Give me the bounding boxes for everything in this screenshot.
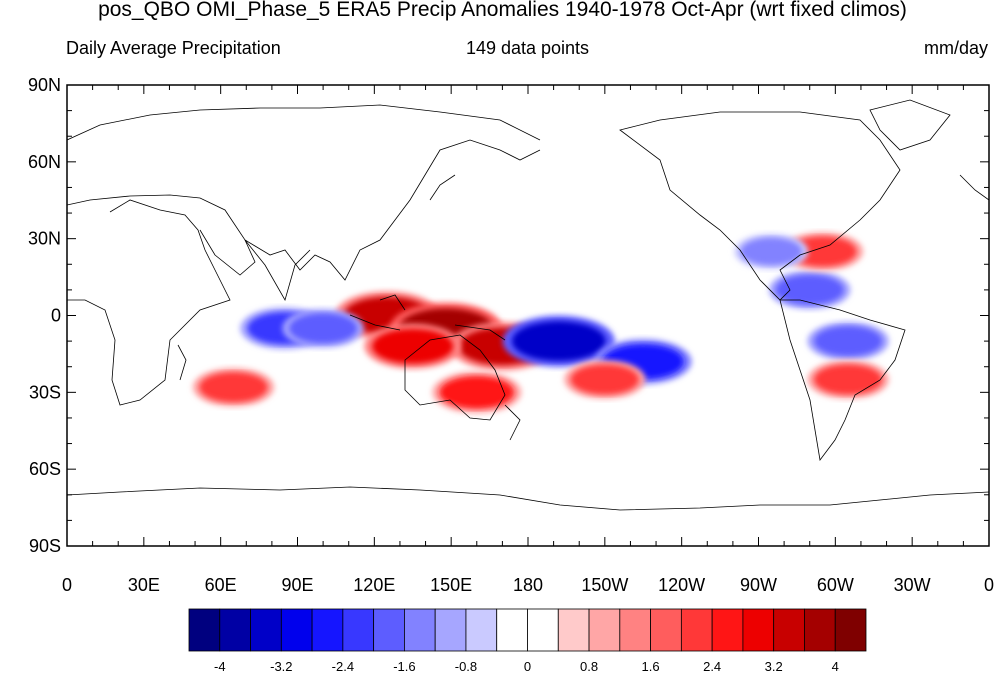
colorbar-box — [250, 608, 282, 652]
lon-label: 0 — [62, 575, 72, 595]
colorbar-box — [650, 608, 682, 652]
lon-label: 30E — [128, 575, 160, 595]
units-label: mm/day — [923, 38, 988, 58]
colorbar-box — [557, 608, 590, 652]
lat-label: 60N — [28, 152, 61, 172]
colorbar-box — [711, 608, 744, 652]
anomaly-core — [814, 326, 883, 357]
colorbar-box — [188, 608, 221, 652]
colorbar-label: 4 — [832, 659, 839, 674]
colorbar-box — [311, 608, 344, 652]
longitude-labels: 0 30E 60E 90E 120E 150E 180 150W 120W 90W 60W 30W 0 — [62, 575, 994, 595]
lon-label: 120E — [353, 575, 395, 595]
map-ticks — [66, 84, 990, 547]
anomaly-field — [192, 231, 889, 414]
colorbar-labels: -4 -3.2 -2.4 -1.6 -0.8 0 0.8 1.6 2.4 3.2 4 — [214, 659, 839, 674]
coastlines — [67, 99, 989, 511]
plot-title: pos_QBO OMI_Phase_5 ERA5 Precip Anomalie… — [98, 0, 907, 21]
center-string: 149 data points — [465, 38, 590, 58]
colorbar-box — [434, 608, 467, 652]
colorbar-box — [280, 608, 313, 652]
anomaly-core — [199, 372, 268, 403]
lat-label: 90S — [29, 536, 61, 556]
lon-label: 150W — [581, 575, 628, 595]
colorbar-box — [588, 608, 621, 652]
lat-label: 0 — [51, 306, 61, 326]
anomaly-core — [775, 274, 844, 305]
lat-label: 30N — [28, 229, 61, 249]
left-string: Daily Average Precipitation — [66, 38, 281, 58]
colorbar-box — [680, 608, 713, 652]
colorbar-box — [742, 608, 775, 652]
colorbar-box — [342, 608, 375, 652]
anomaly-core — [570, 364, 639, 395]
colorbar-box — [496, 608, 528, 652]
lat-label: 60S — [29, 459, 61, 479]
colorbar-label: -3.2 — [270, 659, 292, 674]
colorbar-label: 0 — [524, 659, 531, 674]
lon-label: 60E — [205, 575, 237, 595]
lon-label: 60W — [817, 575, 854, 595]
lon-label: 180 — [513, 575, 543, 595]
colorbar-label: -1.6 — [393, 659, 415, 674]
colorbar-label: -4 — [214, 659, 226, 674]
anomaly-core — [814, 364, 883, 395]
anomaly-core — [289, 313, 358, 344]
anomaly-core — [788, 236, 857, 267]
map-background — [67, 85, 989, 546]
colorbar-label: 3.2 — [765, 659, 783, 674]
colorbar-box — [219, 608, 251, 652]
colorbar-box — [527, 608, 559, 652]
colorbar-label: 1.6 — [642, 659, 660, 674]
colorbar-label: 0.8 — [580, 659, 598, 674]
colorbar — [188, 608, 867, 652]
colorbar-box — [773, 608, 805, 652]
lon-label: 30W — [894, 575, 931, 595]
lon-label: 150E — [430, 575, 472, 595]
lon-label: 120W — [658, 575, 705, 595]
colorbar-label: -2.4 — [332, 659, 354, 674]
lon-label: 90W — [740, 575, 777, 595]
colorbar-label: -0.8 — [455, 659, 477, 674]
lat-label: 90N — [28, 75, 61, 95]
lon-label: 90E — [281, 575, 313, 595]
colorbar-label: 2.4 — [703, 659, 721, 674]
anomaly-core — [439, 376, 514, 409]
colorbar-box — [804, 608, 836, 652]
colorbar-box — [404, 608, 436, 652]
colorbar-box — [373, 608, 405, 652]
colorbar-box — [834, 608, 867, 652]
latitude-labels: 90N 60N 30N 0 30S 60S 90S — [28, 75, 61, 556]
anomaly-core — [511, 321, 606, 361]
anomaly-core — [740, 237, 803, 266]
anomaly-core — [372, 328, 454, 364]
colorbar-box — [619, 608, 651, 652]
lon-label: 0 — [984, 575, 994, 595]
lat-label: 30S — [29, 382, 61, 402]
colorbar-box — [465, 608, 498, 652]
